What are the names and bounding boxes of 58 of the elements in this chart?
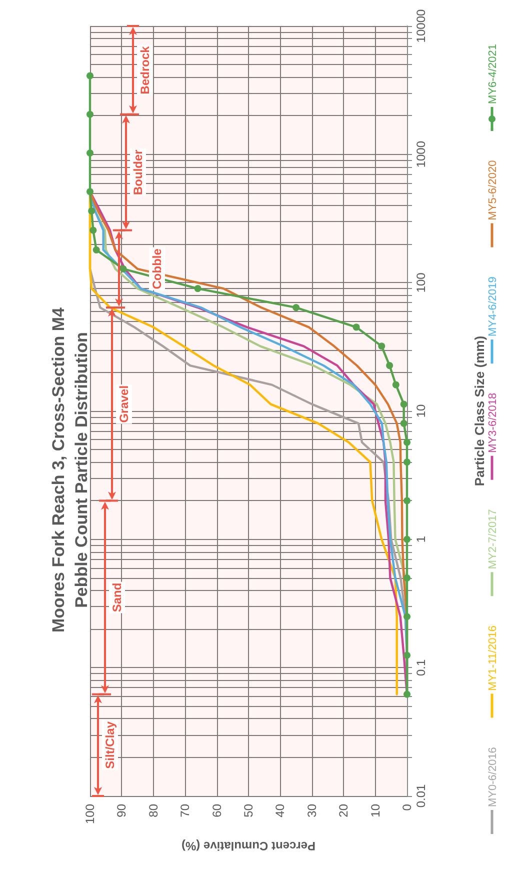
point [86,188,94,196]
y-tick-label: 10000 [414,8,428,43]
band-label: Cobble [150,248,164,290]
band-label: Bedrock [138,46,152,94]
point [292,304,300,312]
x-tick-label: 80 [146,804,160,818]
point [88,207,96,214]
x-tick-label: 60 [210,804,224,818]
point [400,400,408,408]
band-label: Sand [110,582,124,612]
x-tick-label: 70 [178,804,192,818]
text: MY6-4/2021 [487,44,499,104]
point [404,690,410,698]
point [404,458,410,466]
point [92,246,100,254]
point [86,72,94,80]
point [352,324,360,331]
band-label: Boulder [131,149,145,195]
x-tick-label: 50 [242,804,256,818]
point [378,342,386,350]
x-axis-title: Percent Cumulative (%) [181,839,316,853]
point [194,285,202,292]
x-tick-label: 40 [273,804,288,818]
point [386,362,394,370]
y-tick-label: 0.1 [414,659,428,676]
text: MY1-11/2016 [487,625,499,691]
text: MY4-6/2019 [487,276,499,337]
y-tick-label: 1000 [414,140,428,168]
point [400,420,408,427]
text: MY5-6/2020 [487,160,499,220]
text: MY0-6/2016 [487,747,499,807]
band-label: Silt/Clay [103,721,117,769]
y-tick-label: 0.01 [414,784,428,808]
point [404,574,410,582]
x-tick-label: 0 [400,804,414,811]
y-axis-title: Particle Class Size (mm) [472,336,487,486]
point [120,265,127,272]
point [90,226,97,234]
point [404,497,410,504]
point [404,536,410,543]
x-tick-label: 90 [114,804,129,818]
text: Moores Fork Reach 3, Cross-Section M4 Pebble Count Particle Distribution [49,306,91,632]
y-tick-label: 1 [414,536,428,543]
y-tick-label: 100 [414,272,428,293]
point [392,381,400,388]
point [86,150,94,157]
band-label: Gravel [117,385,131,423]
x-tick-label: 30 [304,804,319,818]
x-tick-label: 20 [336,804,351,818]
text: MY3-6/2018 [487,392,499,453]
x-tick-label: 100 [83,804,97,824]
text: MY2-7/2017 [487,509,499,570]
y-tick-label: 10 [414,404,428,418]
point [404,438,410,446]
point [86,110,94,118]
point [404,652,410,659]
point [404,613,410,620]
x-tick-label: 10 [368,804,382,818]
